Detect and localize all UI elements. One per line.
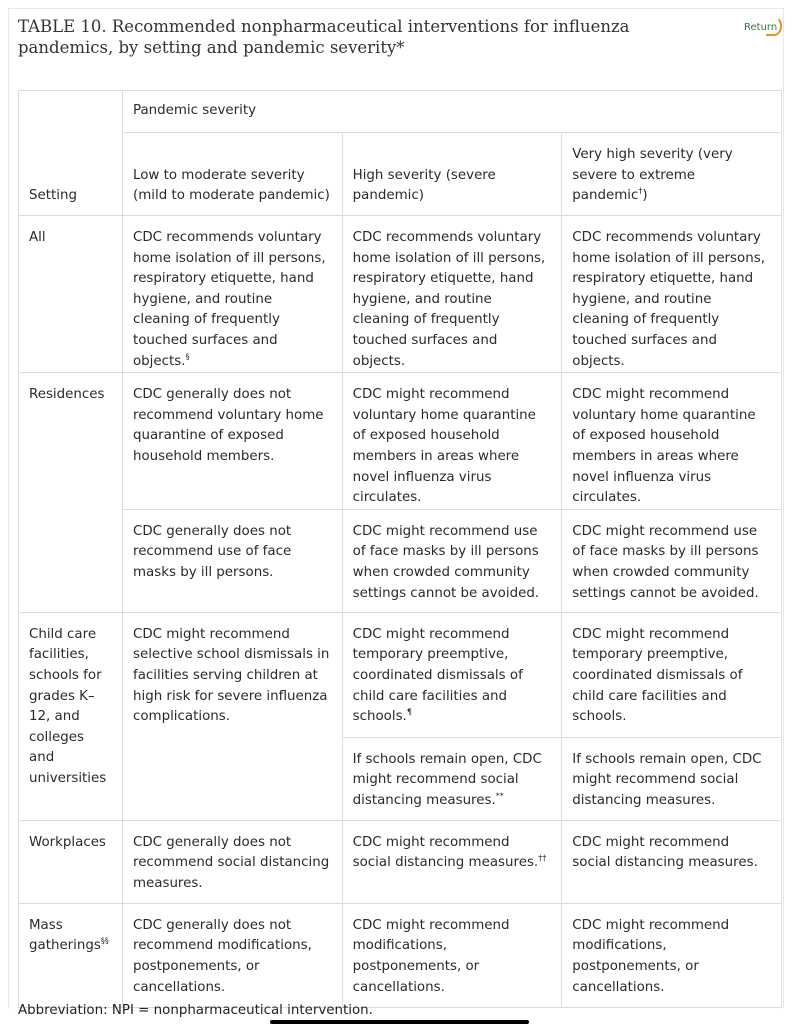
cell: CDC might recommend social distancing me… bbox=[561, 819, 782, 904]
table-row: Child care facilities, schools for grade… bbox=[18, 611, 782, 821]
return-arrow-icon bbox=[766, 16, 782, 36]
table-row: Residences CDC generally does not recomm… bbox=[18, 372, 782, 613]
npi-table: Setting Pandemic severity Low to moderat… bbox=[18, 90, 783, 1008]
table-row: Workplaces CDC generally does not recomm… bbox=[18, 819, 782, 904]
cell: CDC might recommend social distancing me… bbox=[341, 819, 563, 904]
cell: CDC recommends voluntary home isolation … bbox=[121, 214, 343, 374]
setting-cell: All bbox=[18, 214, 123, 374]
cell: CDC generally does not recommend social … bbox=[121, 819, 343, 904]
header-setting: Setting bbox=[18, 90, 123, 216]
cell: CDC generally does not recommend modific… bbox=[121, 902, 343, 1008]
setting-cell: Workplaces bbox=[18, 819, 123, 904]
header-pandemic-severity: Pandemic severity bbox=[121, 90, 783, 133]
return-link[interactable]: Return bbox=[744, 16, 782, 36]
cell: If schools remain open, CDC might recomm… bbox=[561, 736, 782, 821]
cell: If schools remain open, CDC might recomm… bbox=[341, 736, 563, 821]
header-low-moderate: Low to moderate severity (mild to modera… bbox=[121, 132, 343, 216]
cell: CDC recommends voluntary home isolation … bbox=[341, 214, 563, 374]
home-indicator[interactable] bbox=[270, 1020, 529, 1024]
abbreviation-note: Abbreviation: NPI = nonpharmaceutical in… bbox=[18, 1003, 373, 1018]
setting-cell: Child care facilities, schools for grade… bbox=[18, 611, 123, 821]
table-row: If schools remain open, CDC might recomm… bbox=[19, 736, 782, 821]
cell: CDC might recommend temporary preemptive… bbox=[341, 611, 563, 738]
header-high: High severity (severe pandemic) bbox=[341, 132, 563, 216]
cell: CDC might recommend use of face masks by… bbox=[561, 508, 782, 613]
cell: CDC generally does not recommend volunta… bbox=[121, 372, 343, 510]
table-title: TABLE 10. Recommended nonpharmaceutical … bbox=[18, 17, 630, 57]
cell: CDC might recommend selective school dis… bbox=[121, 611, 343, 821]
setting-cell: Residences bbox=[18, 372, 123, 613]
cell: CDC might recommend temporary preemptive… bbox=[561, 611, 782, 738]
cell: CDC might recommend modifications, postp… bbox=[561, 902, 782, 1008]
cell: CDC generally does not recommend use of … bbox=[121, 508, 343, 613]
table-row: Mass gatherings§§ CDC generally does not… bbox=[18, 902, 782, 1008]
table-row: All CDC recommends voluntary home isolat… bbox=[18, 214, 782, 374]
return-label: Return bbox=[744, 22, 778, 33]
setting-cell: Mass gatherings§§ bbox=[18, 902, 123, 1008]
table-frame bbox=[8, 8, 784, 1009]
cell: CDC recommends voluntary home isolation … bbox=[561, 214, 782, 374]
cell: CDC might recommend use of face masks by… bbox=[341, 508, 563, 613]
cell: CDC might recommend voluntary home quara… bbox=[341, 372, 563, 510]
cell: CDC might recommend voluntary home quara… bbox=[561, 372, 782, 510]
header-very-high: Very high severity (very severe to extre… bbox=[561, 132, 782, 216]
table-row: CDC generally does not recommend use of … bbox=[19, 508, 782, 613]
cell: CDC might recommend modifications, postp… bbox=[341, 902, 563, 1008]
